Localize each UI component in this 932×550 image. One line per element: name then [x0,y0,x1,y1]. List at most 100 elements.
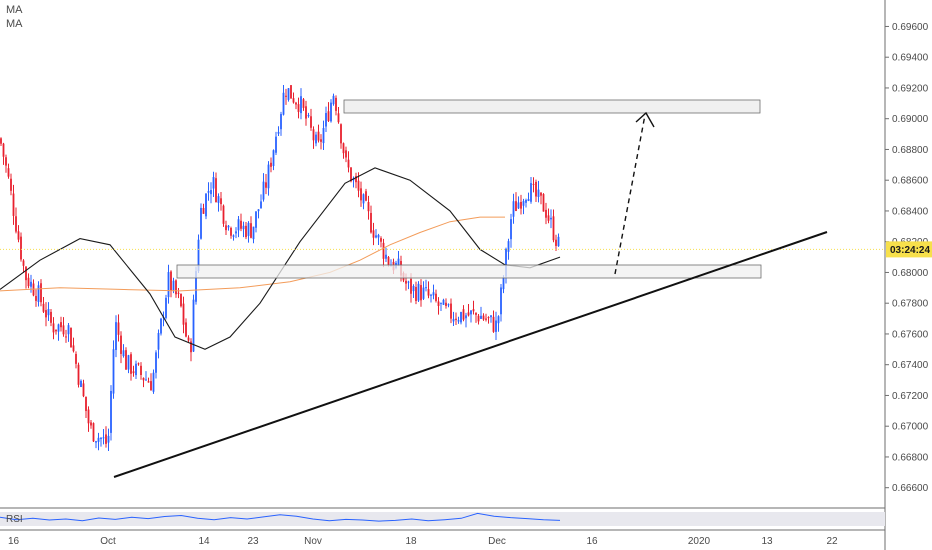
chart-drawings[interactable] [0,99,885,478]
rsi-label: RSI [6,514,23,525]
candle-body [112,349,115,394]
candle [22,259,25,273]
candle-body [272,150,275,166]
candle [540,192,542,205]
candle [42,296,45,313]
candle [230,226,232,239]
price-axis[interactable]: 0.69600 0.69400 0.69200 0.69000 0.68800 0.686… [884,0,932,550]
candle [47,302,50,322]
candle [417,281,420,302]
candle-body [362,194,365,204]
candle [555,234,557,251]
candle-body [7,168,10,177]
candle [260,194,262,209]
candle-body [22,260,25,266]
candle [45,302,47,327]
candle-body [465,315,467,319]
candle-body [485,318,487,320]
candle-body [115,322,117,350]
x-tick-label: 18 [405,536,417,547]
candle-body [152,372,155,392]
candle-body [110,390,112,433]
candle-body [227,225,230,228]
candle-body [517,202,520,209]
candle-body [2,143,5,157]
candle [277,126,280,137]
candle [282,85,285,116]
candle-body [35,295,37,301]
projection-arrow-head [635,111,655,128]
candle [85,396,87,418]
candle-body [305,106,307,119]
candle [187,335,190,343]
candle-body [235,231,237,234]
candle-body [5,157,7,166]
candle [17,225,20,243]
candle [337,106,340,124]
candle-body [240,220,242,229]
candle-body [412,286,415,292]
candle-body [397,258,400,266]
candle-body [167,272,170,298]
candle-body [25,266,27,281]
candle-body [120,335,122,354]
projection-arrow-line [614,114,646,275]
candle-body [300,96,302,114]
candle-body [545,209,547,218]
candle [70,327,72,348]
candle-body [177,292,180,294]
candle [535,179,537,202]
candle [60,316,62,332]
candle [257,209,260,219]
candle-body [192,299,195,352]
candle [15,207,17,234]
candle [185,318,187,338]
candle-body [287,88,290,100]
candle-body [232,235,235,237]
candle [330,99,332,123]
candle [525,198,527,208]
candle-body [387,257,390,265]
candle-body [357,180,360,191]
candle [280,111,282,136]
candle [465,312,467,328]
candle-body [127,355,130,370]
legend-ma-2[interactable]: MA [6,18,23,30]
candle [152,369,155,394]
time-axis[interactable]: 16 Oct 14 23 Nov 18 Dec 16 2020 13 22 [0,529,885,547]
candle-body [280,114,282,130]
x-tick-label: 23 [247,536,259,547]
candle [102,428,105,445]
candle-body [450,303,452,319]
candle [82,379,85,398]
candle-body [62,325,65,335]
candle [160,317,162,336]
candle-body [225,225,227,231]
candle-body [417,283,420,301]
candle-body [365,191,367,201]
candle-body [525,200,527,203]
candle-body [15,216,17,232]
candle [127,354,130,374]
candle-body [147,381,150,383]
candle [340,123,342,149]
candle [175,279,177,298]
candle-body [477,315,480,322]
candle [345,146,347,163]
candle-body [480,315,482,319]
x-tick-label: 22 [826,536,838,547]
candle [237,215,240,238]
candle-body [157,332,160,350]
candle [320,134,322,150]
candle-body [72,345,75,352]
candle [295,101,297,110]
x-tick-label: Dec [488,536,506,547]
x-tick-label: 13 [761,536,773,547]
candle-body [257,209,260,212]
candle-body [437,301,440,306]
candle-body [202,208,205,214]
legend-ma-1[interactable]: MA [6,4,23,16]
candle [242,221,245,238]
candle [87,406,90,432]
